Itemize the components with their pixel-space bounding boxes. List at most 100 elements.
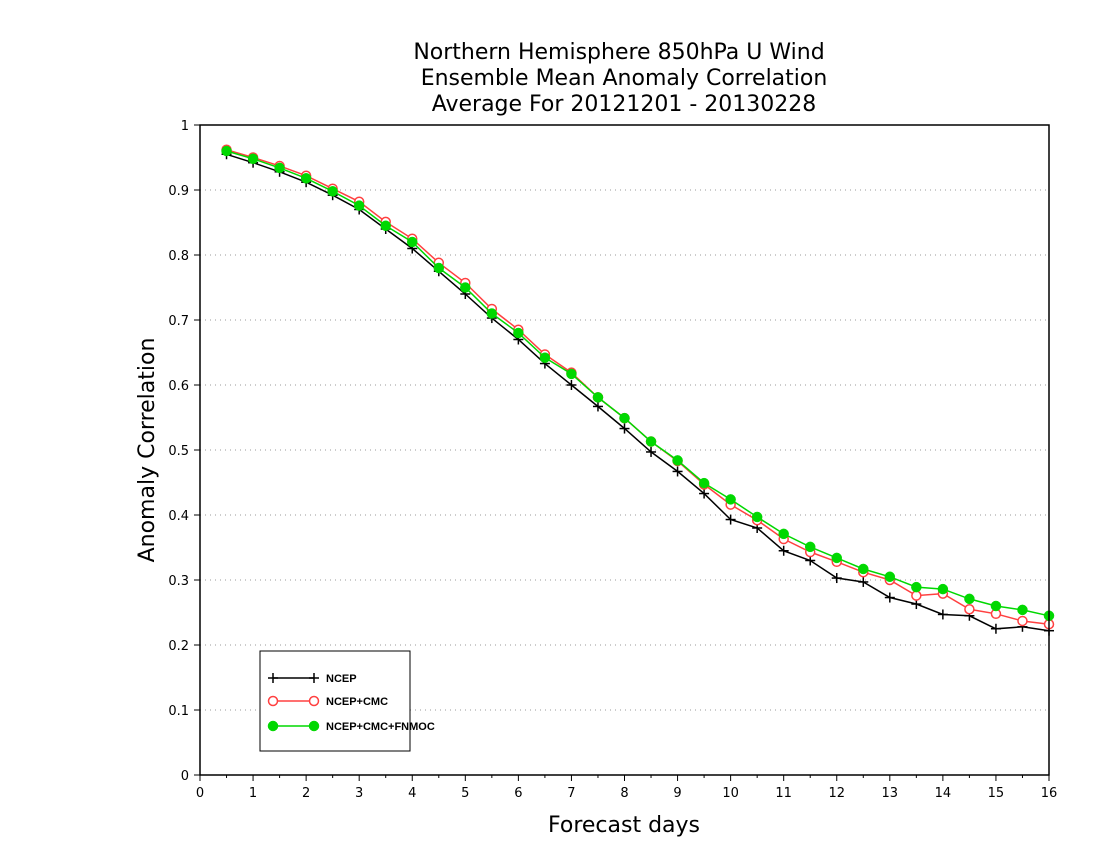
legend-label: NCEP [326, 673, 357, 685]
ncep-point [858, 576, 869, 587]
ncep-cmc-point [1017, 615, 1028, 627]
ncep-cmc-fnmoc-point [778, 528, 789, 540]
ncep-cmc-fnmoc-point [937, 583, 949, 595]
ncep-cmc-fnmoc-point [566, 368, 577, 380]
ncep-point [884, 592, 895, 603]
ncep-cmc-fnmoc-point [407, 236, 418, 248]
y-axis: 0 0.1 0.2 0.3 0.4 0.5 0.6 0.7 0.8 0.9 1 [168, 119, 200, 784]
ncep-cmc-fnmoc-point [221, 145, 232, 157]
legend-ncep-cmc-point [308, 695, 320, 707]
series-ncep-cmc-fnmoc [221, 145, 1055, 621]
title-line-3: Average For 20121201 - 20130228 [432, 92, 817, 117]
x-tick-label: 6 [514, 786, 522, 801]
ncep-cmc-fnmoc-point [353, 200, 365, 211]
ncep-cmc-fnmoc-point [433, 262, 445, 274]
x-tick-label: 16 [1041, 786, 1058, 801]
ncep-cmc-fnmoc-point [911, 581, 922, 593]
legend-label: NCEP+CMC [326, 696, 388, 708]
y-tick-label: 0.8 [168, 249, 189, 264]
x-tick-label: 5 [461, 786, 469, 801]
x-axis: 0 1 2 3 4 5 6 7 8 9 10 11 12 13 14 15 16 [196, 775, 1057, 801]
title-line-2: Ensemble Mean Anomaly Correlation [421, 66, 828, 91]
x-tick-label: 8 [620, 786, 628, 801]
plot-frame [199, 124, 1050, 776]
ncep-point [725, 514, 736, 525]
ncep-point [831, 573, 842, 584]
y-tick-label: 0.7 [168, 314, 189, 329]
ncep-point [619, 423, 630, 434]
series-line-ncep [226, 153, 1050, 632]
ncep-cmc-fnmoc-point [460, 282, 471, 293]
x-tick-label: 3 [355, 786, 363, 801]
x-tick-label: 9 [673, 786, 681, 801]
x-tick-label: 0 [196, 786, 204, 801]
ncep-cmc-fnmoc-point [486, 308, 498, 319]
ncep-cmc-fnmoc-point [327, 186, 338, 197]
ncep-cmc-fnmoc-point [247, 153, 259, 165]
ncep-point [990, 623, 1001, 634]
ncep-cmc-fnmoc-point [804, 541, 816, 553]
legend-entry-ncep-cmc: NCEP+CMC [267, 695, 388, 708]
x-tick-label: 7 [567, 786, 575, 801]
ncep-cmc-fnmoc-point [698, 477, 710, 489]
y-tick-label: 0.6 [168, 379, 189, 394]
legend-ncep-cmc-fnmoc-point [308, 720, 320, 732]
legend-ncep-point [268, 673, 278, 683]
y-tick-label: 0.2 [168, 639, 189, 654]
x-axis-title: Forecast days [548, 813, 700, 838]
x-tick-label: 14 [935, 786, 952, 801]
y-tick-label: 0 [181, 769, 189, 784]
ncep-cmc-fnmoc-point [858, 563, 869, 575]
y-tick-label: 0.3 [168, 574, 189, 589]
ncep-cmc-point [964, 604, 975, 615]
ncep-cmc-fnmoc-point [1017, 604, 1028, 616]
y-tick-label: 0.9 [168, 184, 189, 199]
ncep-point [778, 545, 789, 556]
ncep-cmc-point [911, 590, 922, 601]
ncep-cmc-fnmoc-point [300, 173, 312, 184]
ncep-point [937, 609, 948, 620]
x-tick-label: 4 [408, 786, 416, 801]
ncep-cmc-fnmoc-point [274, 162, 285, 174]
x-tick-label: 15 [988, 786, 1005, 801]
ncep-point [592, 401, 603, 412]
x-tick-label: 12 [828, 786, 845, 801]
chart-title: Northern Hemisphere 850hPa U Wind Ensemb… [413, 40, 827, 117]
series-ncep [221, 149, 1054, 636]
ncep-cmc-fnmoc-point [725, 494, 736, 505]
ncep-cmc-fnmoc-point [380, 220, 391, 231]
ncep-cmc-fnmoc-point [619, 412, 630, 424]
title-line-1: Northern Hemisphere 850hPa U Wind [413, 40, 824, 65]
x-tick-label: 11 [775, 786, 792, 801]
y-tick-label: 0.1 [168, 704, 189, 719]
ncep-cmc-fnmoc-point [592, 392, 604, 403]
legend-entry-ncep-cmc-fnmoc: NCEP+CMC+FNMOC [267, 720, 435, 733]
x-tick-label: 13 [882, 786, 899, 801]
y-tick-label: 0.4 [168, 509, 189, 524]
legend: NCEP NCEP+CMC NCEP+CMC+FNMOC [259, 650, 435, 752]
legend-label: NCEP+CMC+FNMOC [326, 721, 435, 733]
plot-series [221, 144, 1055, 636]
ncep-cmc-fnmoc-point [513, 327, 524, 339]
x-tick-label: 1 [249, 786, 257, 801]
y-axis-title: Anomaly Correlation [135, 338, 160, 563]
y-tick-label: 1 [181, 119, 189, 134]
ncep-point [699, 488, 710, 499]
ncep-cmc-fnmoc-point [751, 511, 763, 523]
legend-entry-ncep: NCEP [268, 673, 357, 685]
ncep-cmc-fnmoc-point [990, 600, 1002, 612]
ncep-point [646, 446, 657, 457]
ncep-cmc-fnmoc-point [964, 593, 975, 605]
ncep-cmc-fnmoc-point [831, 552, 842, 564]
ncep-point [566, 380, 577, 390]
ncep-point [672, 466, 683, 477]
legend-ncep-cmc-point [267, 695, 279, 707]
ncep-cmc-fnmoc-point [672, 455, 683, 466]
x-tick-label: 10 [722, 786, 739, 801]
ncep-cmc-fnmoc-point [884, 571, 896, 582]
ncep-cmc-fnmoc-point [539, 352, 551, 363]
legend-ncep-cmc-fnmoc-point [267, 720, 279, 732]
y-tick-label: 0.5 [168, 444, 189, 459]
